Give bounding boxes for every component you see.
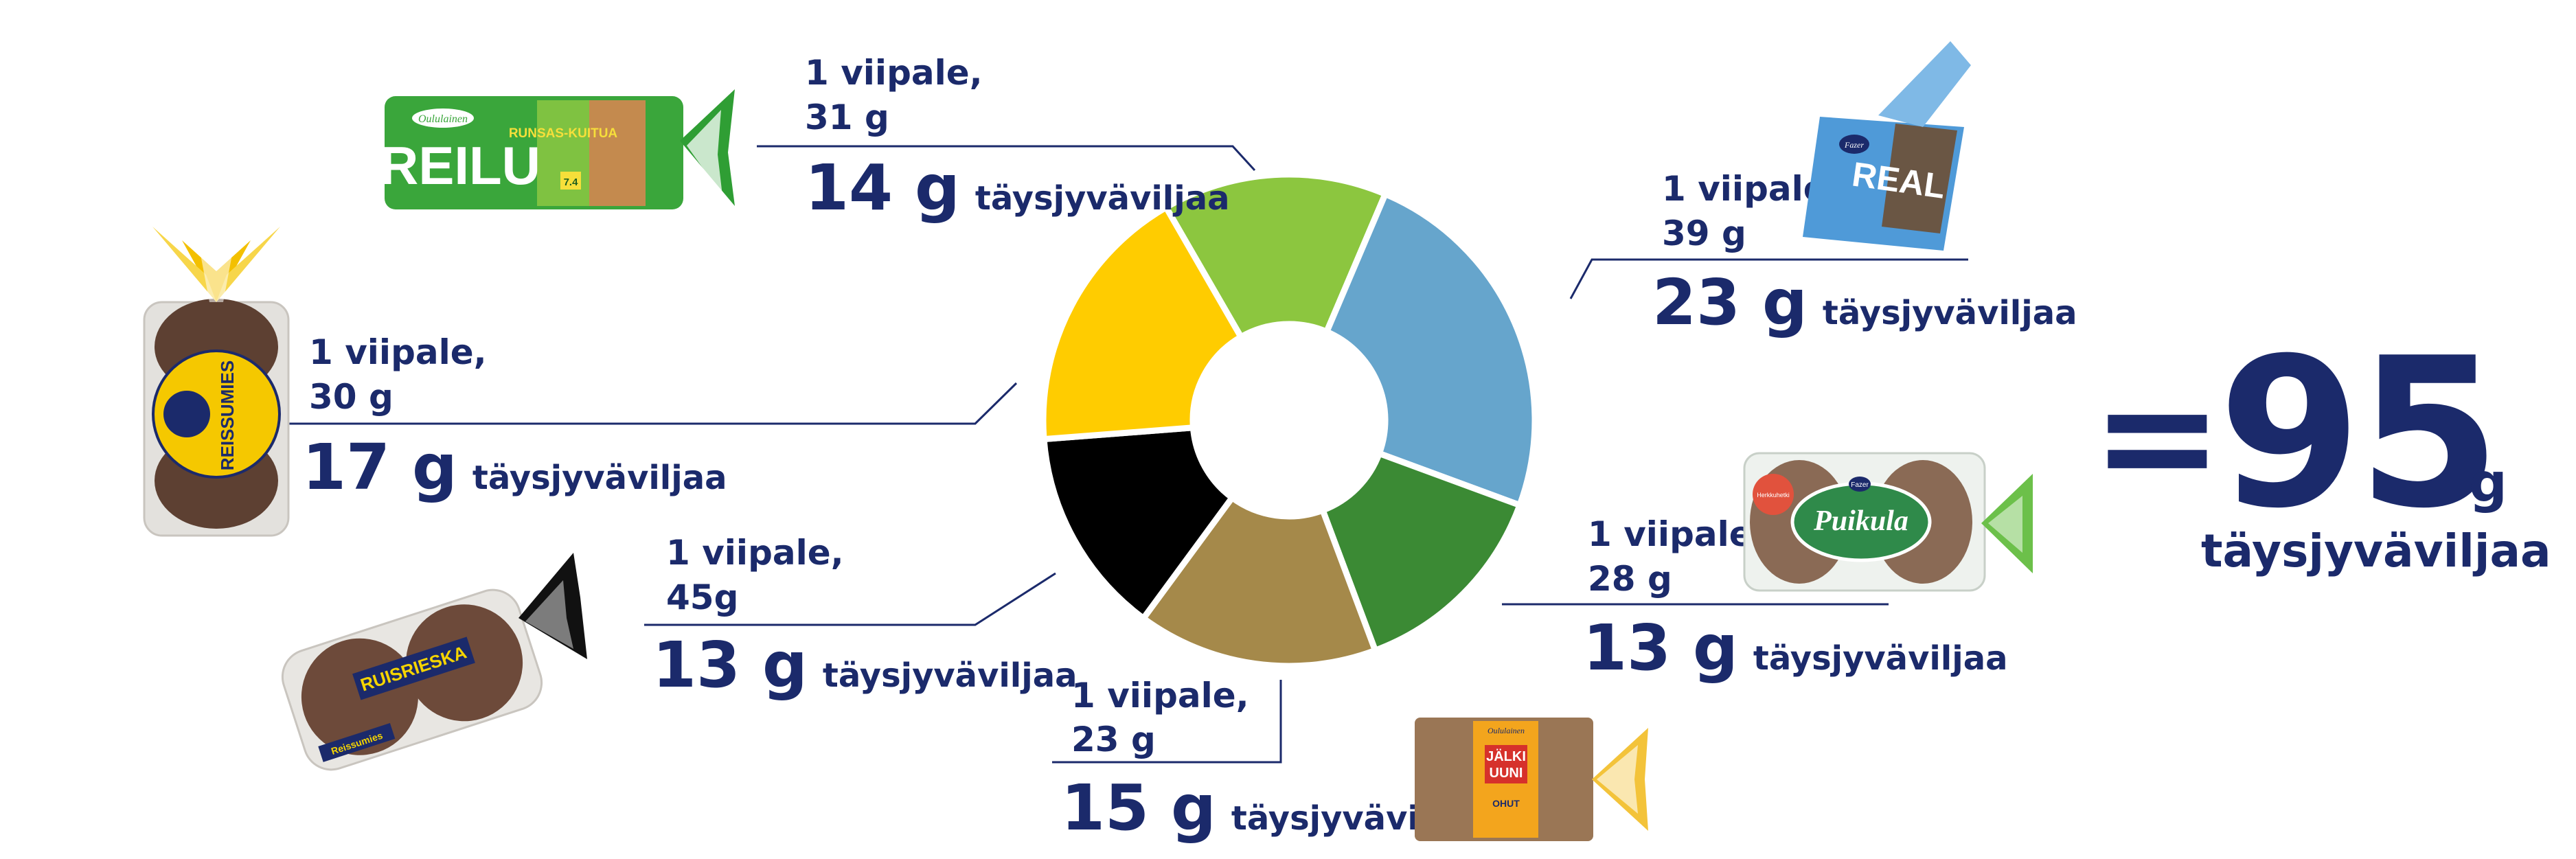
reissumies-figure-logo: [163, 391, 210, 437]
product-jalkiuuni-image: JÄLKI UUNI OHUT Oululainen: [1415, 718, 1648, 841]
slice-text-reilu: 1 viipale,: [805, 53, 983, 93]
jalkiuuni-sub: OHUT: [1492, 798, 1520, 809]
connector-lines: [287, 145, 1968, 764]
product-ruisrieska-image: RUISRIESKA Reissumies: [281, 553, 587, 771]
donut-slice-puikula: [1319, 449, 1524, 655]
grams-reilu: 14 g: [805, 151, 960, 225]
unit-reilu: täysjyväviljaa: [975, 179, 1230, 218]
grams-ruisrieska: 13 g: [652, 628, 808, 702]
grams-puikula: 13 g: [1583, 611, 1738, 685]
jalkiuuni-name-bg: [1485, 745, 1527, 783]
product-puikula-image: Puikula Fazer Herkkuhetki: [1743, 452, 2033, 592]
reilu-bag-tie-stripe: [687, 110, 722, 196]
weight-reissumies: 30 g: [309, 377, 394, 417]
unit-reissumies: täysjyväviljaa: [472, 459, 727, 497]
grams-jalkiuuni: 15 g: [1061, 771, 1216, 845]
grams-line-puikula: 13 g täysjyväviljaa: [1583, 611, 2008, 685]
weight-ruisrieska: 45g: [666, 577, 738, 617]
reissumies-bag-tie-left: [152, 227, 216, 302]
label-reilu: 1 viipale, 31 g 14 g täysjyväviljaa: [805, 53, 1230, 225]
reilu-bread-end: [589, 100, 646, 206]
grams-line-reissumies: 17 g täysjyväviljaa: [302, 431, 727, 504]
reilu-brand: Oululainen: [418, 113, 468, 125]
grams-real: 23 g: [1652, 266, 1808, 339]
puikula-tag-text: Herkkuhetki: [1757, 492, 1790, 499]
product-reilu-image: RUNSAS-KUITUA 7.4 Oululainen REILU: [380, 89, 735, 209]
slice-text-ruisrieska: 1 viipale,: [666, 533, 844, 573]
jalkiuuni-name-1: JÄLKI: [1486, 748, 1526, 764]
puikula-bag-tie-stripe: [1988, 496, 2022, 553]
connector-reissumies: [287, 382, 1018, 425]
unit-ruisrieska: täysjyväviljaa: [823, 656, 1078, 695]
ruisrieska-brand-bg: [318, 723, 396, 762]
total-number: 95: [2218, 314, 2496, 553]
puikula-brand-logo: [1849, 477, 1871, 492]
reilu-side-text: RUNSAS-KUITUA: [509, 126, 618, 141]
connector-reilu: [757, 145, 1256, 172]
total-label: täysjyväviljaa: [2201, 525, 2551, 577]
label-puikula: 1 viipale, 28 g 13 g täysjyväviljaa: [1583, 514, 2008, 685]
product-reissumies-image: REISSUMIES: [143, 227, 290, 537]
reilu-badge-bg: [560, 172, 581, 190]
reissumies-bag-tie-right: [216, 227, 280, 302]
donut-slice-real: [1322, 190, 1538, 509]
grams-line-ruisrieska: 13 g täysjyväviljaa: [652, 628, 1078, 702]
grams-line-real: 23 g täysjyväviljaa: [1652, 266, 2077, 339]
slice-text-puikula: 1 viipale,: [1588, 514, 1766, 554]
slice-text-reissumies: 1 viipale,: [309, 332, 487, 372]
weight-real: 39 g: [1662, 214, 1746, 253]
reissumies-name: REISSUMIES: [217, 360, 238, 470]
jalkiuuni-bag-tie-stripe: [1597, 745, 1638, 814]
grams-line-reilu: 14 g täysjyväviljaa: [805, 151, 1230, 225]
total-block: = 95 g täysjyväviljaa: [2091, 314, 2551, 577]
weight-reilu: 31 g: [805, 98, 889, 137]
reilu-side-panel: [537, 100, 589, 206]
donut-slice-ruisrieska: [1040, 424, 1237, 623]
puikula-tag: [1753, 474, 1794, 515]
ruisrieska-bag-tie: [518, 553, 587, 659]
label-reissumies: 1 viipale, 30 g 17 g täysjyväviljaa: [302, 332, 727, 504]
jalkiuuni-brand: Oululainen: [1488, 726, 1525, 735]
reilu-name: REILU: [380, 135, 540, 196]
connector-jalkiuuni: [1052, 680, 1282, 764]
real-bread: [1882, 124, 1957, 233]
weight-jalkiuuni: 23 g: [1071, 720, 1156, 759]
label-ruisrieska: 1 viipale, 45g 13 g täysjyväviljaa: [652, 533, 1078, 702]
reissumies-label: [152, 350, 281, 479]
slice-text-jalkiuuni: 1 viipale,: [1071, 676, 1249, 715]
grams-reissumies: 17 g: [302, 431, 457, 504]
puikula-name: Puikula: [1813, 505, 1908, 537]
total-unit: g: [2469, 453, 2507, 514]
unit-puikula: täysjyväviljaa: [1753, 639, 2008, 678]
total-equals: =: [2091, 345, 2224, 529]
ruisrieska-bag-tie-stripe: [525, 580, 573, 649]
reissumies-bag-tie-stripe: [199, 247, 233, 302]
connector-real: [1569, 258, 1968, 299]
reilu-badge: 7.4: [564, 176, 579, 188]
real-brand: Fazer: [1844, 140, 1864, 150]
real-bag-top: [1878, 41, 1971, 127]
donut-slice-reissumies: [1040, 203, 1246, 443]
weight-puikula: 28 g: [1588, 559, 1672, 599]
connector-ruisrieska: [644, 572, 1056, 626]
puikula-brand: Fazer: [1851, 481, 1869, 489]
donut-chart: [1040, 171, 1538, 669]
reilu-brand-logo: [412, 108, 474, 128]
ruisrieska-label: [352, 637, 475, 700]
product-real-image: REAL Fazer: [1803, 41, 1971, 251]
real-brand-logo: [1839, 135, 1869, 154]
unit-real: täysjyväviljaa: [1823, 294, 2077, 332]
jalkiuuni-name-2: UUNI: [1490, 766, 1523, 781]
